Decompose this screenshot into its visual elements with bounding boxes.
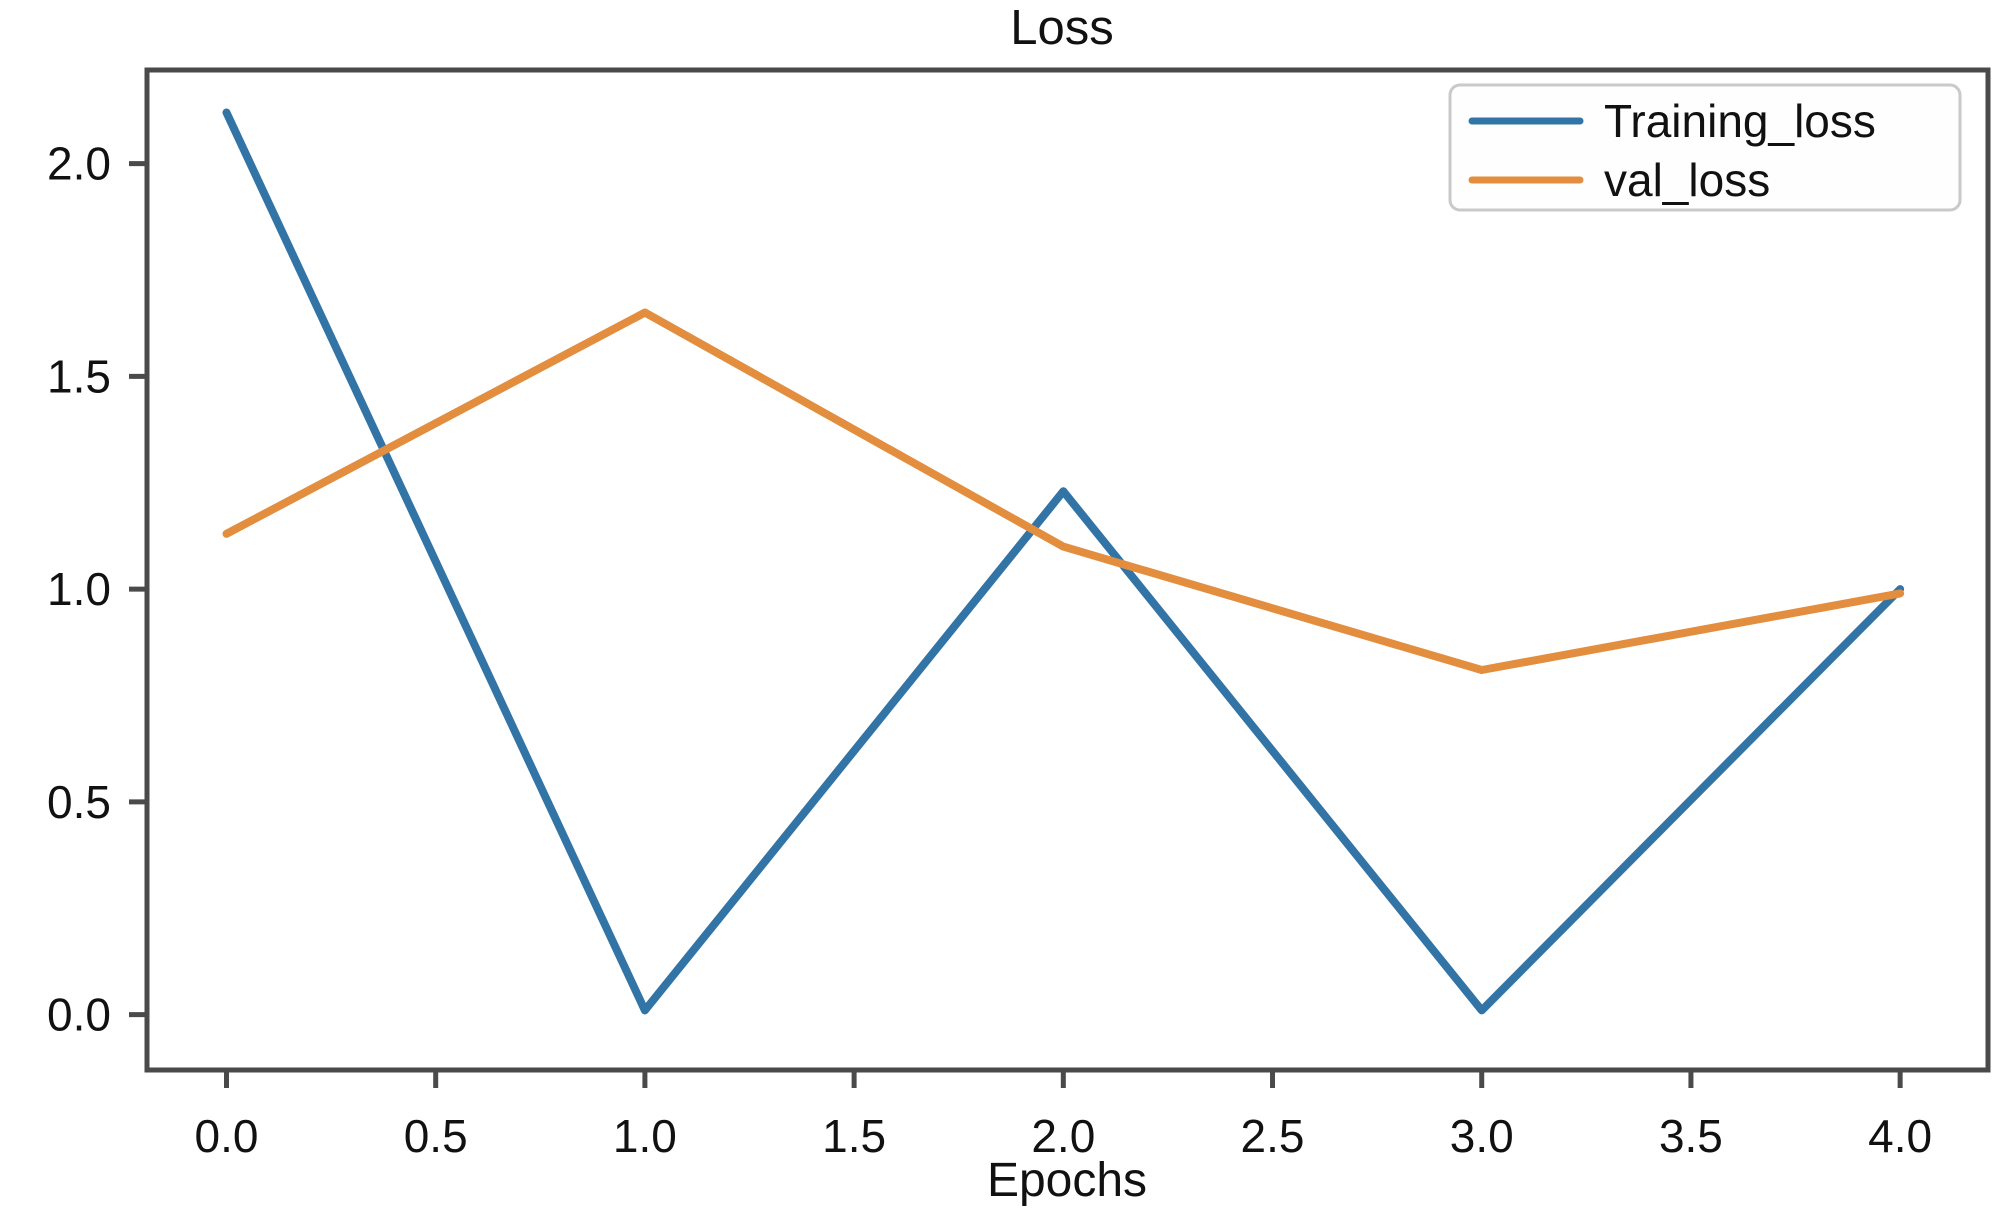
y-tick-label: 1.0 bbox=[47, 563, 111, 615]
y-tick-label: 0.5 bbox=[47, 776, 111, 828]
y-axis: 0.0 0.5 1.0 1.5 2.0 bbox=[47, 138, 147, 1041]
x-tick-label: 2.5 bbox=[1241, 1110, 1305, 1162]
x-tick-label: 4.0 bbox=[1868, 1110, 1932, 1162]
legend-label-training-loss: Training_loss bbox=[1604, 95, 1876, 147]
legend: Training_loss val_loss bbox=[1448, 83, 1962, 212]
x-tick-label: 3.5 bbox=[1659, 1110, 1723, 1162]
x-tick-label: 0.5 bbox=[404, 1110, 468, 1162]
y-tick-label: 0.0 bbox=[47, 989, 111, 1041]
y-tick-label: 1.5 bbox=[47, 350, 111, 402]
x-tick-label: 1.0 bbox=[613, 1110, 677, 1162]
x-tick-label: 3.0 bbox=[1450, 1110, 1514, 1162]
x-axis: 0.0 0.5 1.0 1.5 2.0 2.5 3.0 3.5 4.0 bbox=[195, 1070, 1932, 1162]
y-tick-label: 2.0 bbox=[47, 138, 111, 190]
legend-label-val-loss: val_loss bbox=[1604, 154, 1770, 206]
val-loss-line bbox=[222, 308, 1905, 674]
x-tick-label: 2.0 bbox=[1031, 1110, 1095, 1162]
plot-area bbox=[144, 67, 1991, 1073]
x-tick-label: 1.5 bbox=[822, 1110, 886, 1162]
x-axis-label: Epochs bbox=[987, 1154, 1147, 1207]
x-tick-label: 0.0 bbox=[195, 1110, 259, 1162]
training-loss-line bbox=[222, 108, 1905, 1015]
chart-title: Loss bbox=[1010, 1, 1114, 55]
